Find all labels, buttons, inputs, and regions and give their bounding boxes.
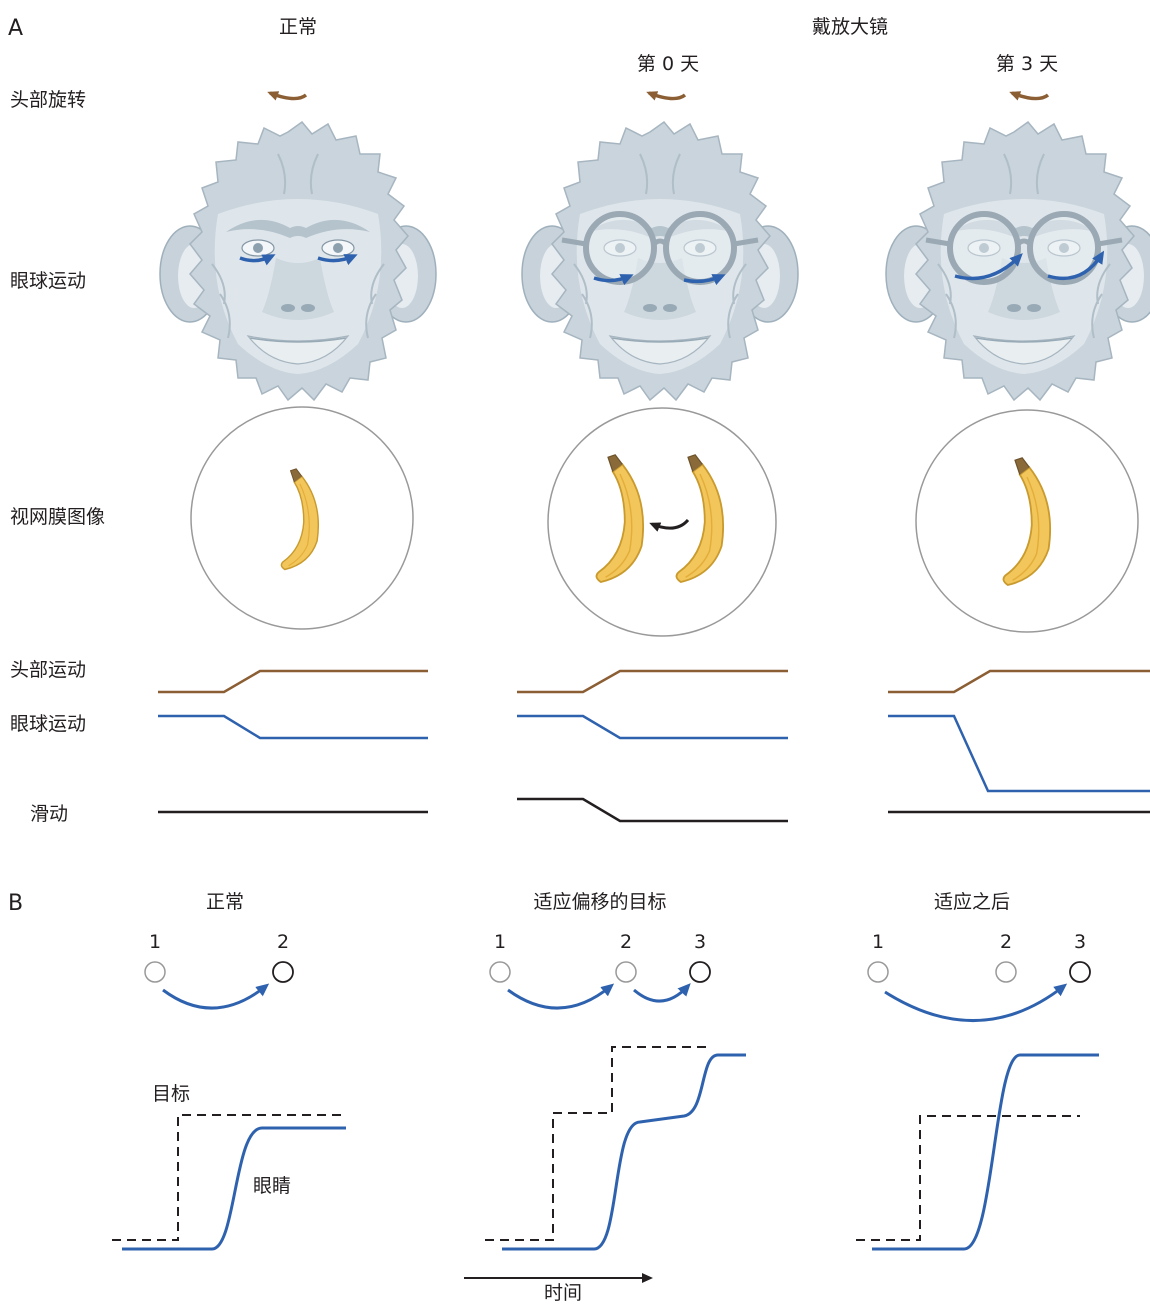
head-rotation-arrow-day3: [1009, 91, 1050, 101]
monkey-face-normal: [159, 121, 437, 401]
column-title-normal: 正常: [278, 16, 318, 38]
panel-b-letter: B: [8, 891, 24, 916]
eye-trace-after: [872, 1053, 1099, 1251]
saccade-arrow-shift-primary: [507, 983, 615, 1010]
eye-trace-normal: [122, 1126, 346, 1251]
column-title-shifted-target: 适应偏移的目标: [533, 891, 667, 913]
eye-arrow-day0-right: [683, 274, 726, 286]
trace-eye-normal: [158, 714, 428, 740]
banana-day0-left: [595, 453, 645, 583]
position-label-normal-1: 1: [148, 931, 162, 953]
image-slip-arrow: [649, 518, 690, 532]
eye-arrow-day3-right: [1047, 250, 1105, 281]
column-title-normal-b: 正常: [205, 891, 245, 913]
trace-head-normal: [158, 669, 428, 694]
panel-a-letter: A: [8, 16, 24, 41]
trace-label-slip: 滑动: [30, 803, 69, 825]
target-after-2: [995, 961, 1017, 983]
target-normal-1: [144, 961, 166, 983]
saccade-arrow-shift-corrective: [633, 983, 691, 1003]
target-shift-2: [615, 961, 637, 983]
subtitle-day-0: 第 0 天: [636, 53, 700, 75]
row-label-eye-movement: 眼球运动: [10, 270, 87, 292]
retina-circle-normal: [190, 406, 414, 630]
trace-eye-day3: [888, 714, 1150, 793]
banana-normal: [280, 468, 320, 571]
retina-circle-day3: [915, 409, 1139, 633]
target-trace-normal: [112, 1114, 345, 1241]
target-normal-2: [272, 961, 294, 983]
eye-arrow-day0-left: [593, 274, 634, 286]
target-trace-shift: [485, 1046, 712, 1241]
position-label-after-1: 1: [871, 931, 885, 953]
column-title-after-adaptation: 适应之后: [933, 891, 1011, 913]
banana-day3: [1002, 456, 1052, 586]
eye-arrow-normal-left: [239, 254, 276, 266]
position-label-after-3: 3: [1073, 931, 1087, 953]
trace-slip-day0: [517, 797, 788, 823]
position-label-shift-1: 1: [493, 931, 507, 953]
eye-trace-shift: [502, 1053, 746, 1251]
time-axis-label: 时间: [543, 1282, 583, 1304]
head-rotation-arrow-day0: [646, 91, 687, 101]
eye-label: 眼睛: [253, 1175, 292, 1197]
retina-circle-day0: [547, 407, 777, 637]
position-label-after-2: 2: [999, 931, 1013, 953]
subtitle-day-3: 第 3 天: [995, 53, 1059, 75]
target-trace-after: [856, 1115, 1080, 1241]
position-label-shift-2: 2: [619, 931, 633, 953]
saccade-arrow-after: [884, 983, 1068, 1023]
trace-head-day3: [888, 669, 1150, 694]
target-shift-3: [689, 961, 711, 983]
row-label-retinal-image: 视网膜图像: [10, 506, 106, 528]
target-shift-1: [489, 961, 511, 983]
trace-label-head-movement: 头部运动: [10, 659, 87, 681]
column-title-magnifying-glasses: 戴放大镜: [811, 16, 889, 38]
saccade-arrow-normal: [162, 983, 270, 1010]
target-label: 目标: [152, 1083, 191, 1105]
position-label-shift-3: 3: [693, 931, 707, 953]
trace-label-eye-movement: 眼球运动: [10, 713, 87, 735]
target-after-3: [1069, 961, 1091, 983]
head-rotation-arrow-normal: [267, 91, 308, 101]
banana-day0-right: [675, 453, 725, 583]
eye-arrow-day3-left: [954, 253, 1023, 281]
trace-eye-day0: [517, 714, 788, 740]
trace-head-day0: [517, 669, 788, 694]
monkey-face-day3: [885, 121, 1150, 401]
row-label-head-rotation: 头部旋转: [10, 89, 87, 111]
position-label-normal-2: 2: [276, 931, 290, 953]
monkey-face-day0: [521, 121, 799, 401]
target-after-1: [867, 961, 889, 983]
eye-arrow-normal-right: [317, 254, 358, 266]
